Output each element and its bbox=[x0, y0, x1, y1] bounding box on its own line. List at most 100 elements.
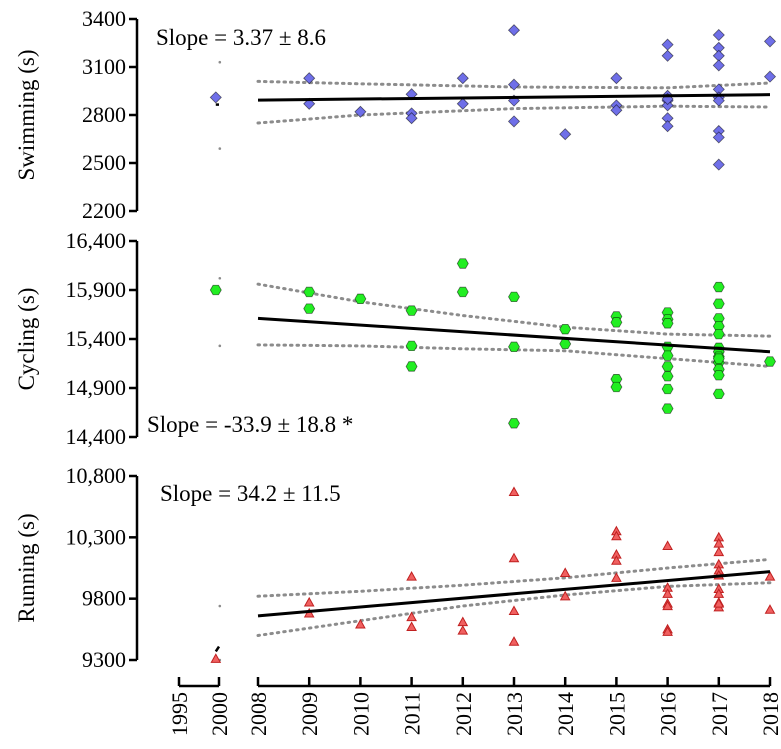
data-point-cycling bbox=[303, 286, 316, 298]
data-point-swimming bbox=[610, 104, 623, 117]
ci-upper-cycling bbox=[256, 282, 772, 338]
data-point-swimming bbox=[763, 70, 777, 83]
y-tick-label-cycling: 14,400 bbox=[66, 424, 127, 449]
data-point-swimming bbox=[661, 120, 674, 133]
data-point-running bbox=[508, 486, 520, 497]
data-point-cycling bbox=[712, 328, 725, 340]
data-point-running bbox=[713, 546, 725, 557]
panel-cycling: 14,400 14,900 15,400 15,900 16,400 Cycling (s… bbox=[14, 228, 776, 449]
data-point-running bbox=[662, 540, 673, 551]
data-point-swimming bbox=[209, 91, 222, 104]
x-tick-label: 2000 bbox=[207, 692, 232, 736]
data-point-swimming bbox=[661, 49, 674, 62]
ci-lower-running bbox=[256, 581, 772, 637]
trend-line-cycling bbox=[257, 316, 771, 354]
data-point-swimming bbox=[456, 72, 469, 85]
slope-annotation-cycling: Slope = -33.9 ± 18.8 * bbox=[147, 412, 353, 437]
data-point-cycling bbox=[661, 318, 674, 329]
panel-running: 9300 9800 10,300 10,800 Running (s) Slope = 3… bbox=[14, 463, 776, 672]
data-point-running bbox=[406, 571, 417, 581]
x-tick-label: 2015 bbox=[604, 692, 629, 736]
data-point-cycling bbox=[559, 338, 572, 350]
x-tick-label: 2014 bbox=[553, 692, 578, 736]
data-point-swimming bbox=[661, 38, 674, 51]
x-tick-label: 2008 bbox=[246, 692, 271, 736]
data-point-cycling bbox=[712, 281, 725, 293]
data-point-swimming bbox=[507, 115, 521, 128]
data-point-cycling bbox=[712, 298, 725, 309]
data-point-swimming bbox=[456, 97, 469, 110]
early-ci-upper-swimming bbox=[218, 60, 222, 64]
data-point-cycling bbox=[661, 371, 674, 382]
data-point-swimming bbox=[507, 78, 521, 91]
data-point-cycling bbox=[508, 291, 520, 303]
y-tick-label-running: 10,800 bbox=[66, 463, 127, 488]
data-point-cycling bbox=[661, 350, 674, 361]
data-point-cycling bbox=[712, 353, 725, 364]
data-point-swimming bbox=[507, 24, 521, 37]
data-point-running bbox=[406, 611, 417, 622]
data-point-running bbox=[508, 552, 520, 563]
x-tick-label: 2009 bbox=[297, 692, 322, 736]
trend-line-swimming bbox=[257, 93, 771, 102]
data-point-swimming bbox=[405, 112, 418, 125]
x-tick-label: 1995 bbox=[167, 692, 192, 736]
early-ci-upper-running bbox=[218, 604, 222, 608]
y-tick-label-swimming: 2800 bbox=[82, 102, 126, 127]
data-point-cycling bbox=[405, 361, 418, 372]
data-point-running bbox=[508, 605, 520, 616]
y-tick-label-cycling: 16,400 bbox=[66, 228, 127, 253]
trend-line-running bbox=[257, 570, 771, 618]
y-tick-label-swimming: 3400 bbox=[82, 6, 126, 31]
data-point-cycling bbox=[508, 418, 520, 429]
data-point-cycling bbox=[661, 361, 674, 372]
data-point-cycling bbox=[661, 383, 674, 395]
x-tick-label: 2011 bbox=[400, 692, 425, 735]
early-ci-lower-swimming bbox=[218, 147, 222, 150]
data-point-running bbox=[406, 621, 417, 631]
x-axis: 1995 2000 2008 2009 2010 2011 2012 2013 2014 2015… bbox=[167, 677, 781, 736]
y-tick-label-swimming: 2500 bbox=[82, 150, 126, 175]
data-point-swimming bbox=[712, 28, 725, 42]
data-point-cycling bbox=[559, 324, 572, 335]
data-point-swimming bbox=[712, 131, 725, 144]
y-axis-title-cycling: Cycling (s) bbox=[14, 288, 39, 391]
x-tick-label: 2018 bbox=[758, 692, 781, 736]
data-point-cycling bbox=[354, 293, 367, 304]
data-point-running bbox=[508, 636, 520, 646]
data-point-running bbox=[611, 572, 622, 582]
data-point-swimming bbox=[303, 72, 316, 85]
y-axis-title-swimming: Swimming (s) bbox=[14, 50, 39, 181]
y-tick-label-cycling: 15,400 bbox=[66, 326, 127, 351]
y-tick-label-running: 9800 bbox=[82, 586, 126, 611]
x-tick-label: 2016 bbox=[656, 692, 681, 736]
data-point-running bbox=[303, 596, 315, 607]
data-point-cycling bbox=[764, 356, 776, 367]
slope-annotation-swimming: Slope = 3.37 ± 8.6 bbox=[156, 25, 326, 50]
data-point-running bbox=[559, 590, 571, 601]
y-tick-label-swimming: 3100 bbox=[82, 54, 126, 79]
data-point-swimming bbox=[661, 99, 674, 112]
data-point-cycling bbox=[209, 284, 222, 296]
data-point-cycling bbox=[508, 341, 520, 353]
data-point-running bbox=[713, 598, 725, 608]
data-point-cycling bbox=[661, 403, 674, 414]
data-point-running bbox=[355, 618, 366, 629]
data-point-swimming bbox=[559, 128, 572, 141]
data-point-cycling bbox=[610, 381, 623, 393]
x-tick-label: 2013 bbox=[502, 692, 527, 736]
x-tick-label: 2017 bbox=[707, 692, 732, 736]
data-point-running bbox=[457, 616, 469, 627]
data-point-running bbox=[764, 604, 776, 614]
data-point-running bbox=[611, 530, 622, 541]
data-point-running bbox=[662, 626, 673, 636]
y-axis-title-running: Running (s) bbox=[14, 513, 39, 622]
data-point-swimming bbox=[354, 105, 367, 118]
data-point-cycling bbox=[610, 317, 623, 328]
data-point-running bbox=[764, 571, 776, 581]
data-point-running bbox=[210, 653, 222, 663]
data-point-swimming bbox=[712, 158, 725, 171]
early-ci-upper-cycling bbox=[218, 276, 222, 280]
y-tick-label-cycling: 15,900 bbox=[66, 277, 127, 302]
data-point-cycling bbox=[405, 305, 418, 316]
